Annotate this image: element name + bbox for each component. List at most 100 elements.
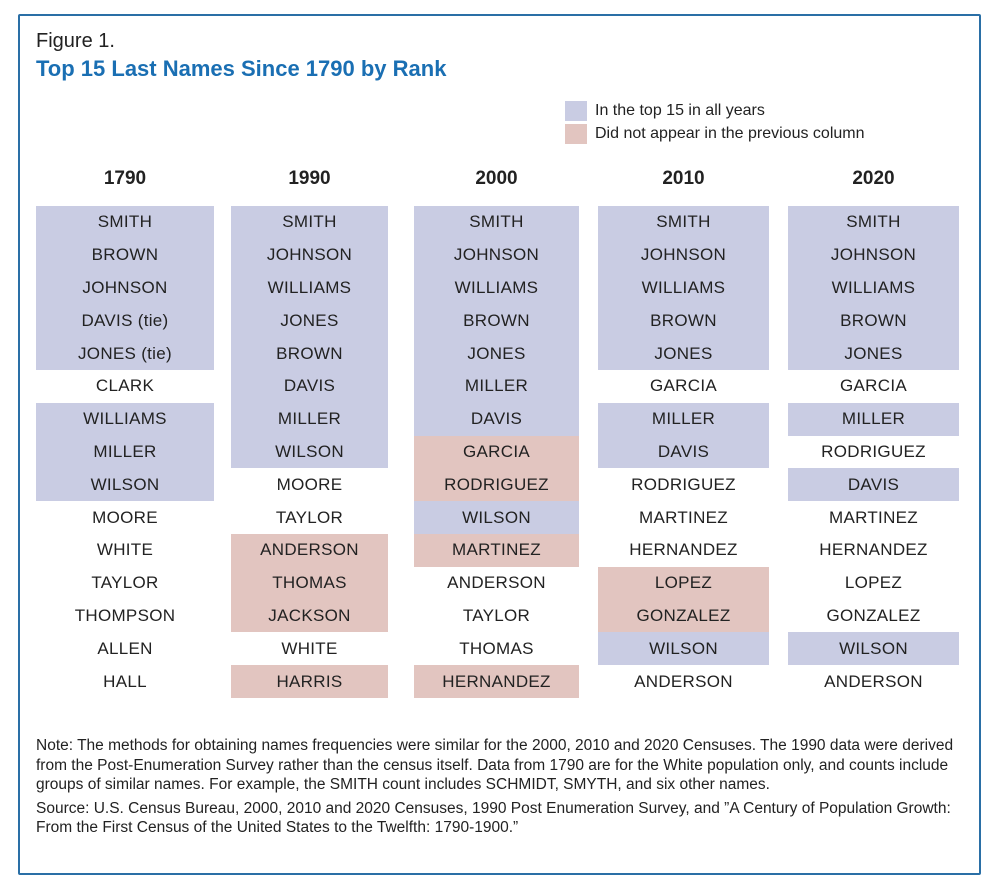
column-header-2000: 2000: [475, 168, 518, 189]
column-header-2010: 2010: [662, 168, 705, 189]
highlight-block-new-entry: [414, 435, 579, 502]
name-cell: GONZALEZ: [826, 605, 921, 625]
figure-title: Top 15 Last Names Since 1790 by Rank: [36, 56, 447, 81]
name-cell: JONES: [280, 310, 339, 330]
name-cell: ANDERSON: [447, 573, 546, 593]
highlight-block-new-entry: [598, 566, 769, 633]
name-cell: JOHNSON: [266, 245, 353, 265]
name-cell: BROWN: [463, 310, 530, 330]
highlight-block-all-years: [36, 402, 214, 502]
name-cell: WILLIAMS: [831, 277, 916, 297]
source-text: Source: U.S. Census Bureau, 2000, 2010 a…: [36, 799, 951, 837]
name-cell: TAYLOR: [462, 605, 531, 625]
name-cell: GARCIA: [840, 376, 907, 396]
name-cell: DAVIS: [470, 409, 523, 429]
name-cell: JONES: [654, 343, 713, 363]
highlight-block-all-years: [414, 206, 579, 436]
name-cell: LOPEZ: [844, 573, 903, 593]
name-cell: HARRIS: [276, 671, 343, 691]
name-cell: BROWN: [91, 245, 159, 265]
name-cell: ANDERSON: [260, 540, 359, 560]
year-column-1990: 1990 SMITH JOHNSON WILLIAMS JONES BROWN DAVIS M…: [231, 168, 388, 698]
name-cell: RODRIGUEZ: [821, 441, 926, 461]
name-cell: WHITE: [96, 540, 154, 560]
name-cell: MARTINEZ: [829, 507, 918, 527]
highlight-block-new-entry: [231, 534, 388, 633]
name-cell: WILSON: [90, 474, 160, 494]
name-cell: GONZALEZ: [636, 605, 731, 625]
name-cell: GARCIA: [463, 441, 530, 461]
column-header-1790: 1790: [103, 168, 147, 189]
name-cell: SMITH: [282, 212, 337, 232]
name-cell: TAYLOR: [275, 507, 344, 527]
name-cell: WILLIAMS: [83, 409, 167, 429]
legend: In the top 15 in all years Did not appea…: [565, 100, 865, 146]
name-cell: WILSON: [649, 638, 718, 658]
highlight-block-all-years: [788, 402, 959, 436]
figure-label: Figure 1.: [36, 30, 115, 52]
name-cell: MILLER: [93, 441, 157, 461]
highlight-block-new-entry: [231, 665, 388, 698]
highlight-block-all-years: [788, 206, 959, 370]
name-cell: SMITH: [469, 212, 524, 232]
name-cell: LOPEZ: [654, 573, 713, 593]
name-cell: MOORE: [276, 474, 343, 494]
name-cell: MARTINEZ: [639, 507, 728, 527]
name-cell: SMITH: [97, 212, 153, 232]
legend-label-new-entry: Did not appear in the previous column: [595, 125, 865, 142]
name-cell: WHITE: [281, 638, 338, 658]
name-cell: MILLER: [277, 409, 342, 429]
legend-item-new-entry: Did not appear in the previous column: [565, 123, 865, 145]
name-cell: JACKSON: [268, 605, 351, 625]
column-header-1990: 1990: [288, 168, 331, 189]
name-cell: SMITH: [846, 212, 901, 232]
name-cell: DAVIS: [283, 376, 336, 396]
highlight-block-all-years: [231, 206, 388, 469]
name-cell: WILSON: [839, 638, 908, 658]
name-cell: DAVIS: [847, 474, 900, 494]
year-column-2020: 2020 SMITH JOHNSON WILLIAMS BROWN JONES GARCIA…: [788, 168, 959, 698]
name-cell: WILLIAMS: [454, 277, 539, 297]
name-cell: JOHNSON: [640, 245, 727, 265]
name-cell: MOORE: [92, 507, 158, 527]
name-cell: ALLEN: [97, 638, 153, 658]
notes-section: Note: The methods for obtaining names fr…: [36, 736, 956, 842]
legend-label-all-years: In the top 15 in all years: [595, 102, 765, 119]
name-cell: JONES: [467, 343, 526, 363]
name-cell: WILLIAMS: [267, 277, 352, 297]
name-cell: SMITH: [656, 212, 711, 232]
name-cell: MILLER: [651, 409, 716, 429]
name-cell: ANDERSON: [634, 671, 733, 691]
highlight-block-all-years: [788, 468, 959, 502]
name-cell: HERNANDEZ: [819, 540, 928, 560]
name-cell: DAVIS: [657, 441, 710, 461]
highlight-block-all-years: [788, 632, 959, 666]
highlight-block-all-years: [598, 632, 769, 666]
year-column-2000: 2000 SMITH JOHNSON WILLIAMS BROWN JONES MILLER…: [414, 168, 579, 698]
name-cell: JONES (tie): [78, 343, 172, 363]
name-cell: GARCIA: [650, 376, 717, 396]
highlight-block-all-years: [36, 206, 214, 370]
name-cell: THOMAS: [272, 573, 347, 593]
name-cell: HERNANDEZ: [442, 671, 551, 691]
year-column-2010: 2010 SMITH JOHNSON WILLIAMS BROWN JONES GARCIA…: [598, 168, 769, 698]
name-cell: MARTINEZ: [452, 540, 541, 560]
name-cell: WILSON: [275, 441, 344, 461]
highlight-block-new-entry: [414, 534, 579, 567]
highlight-block-new-entry: [414, 665, 579, 698]
name-cell: JOHNSON: [453, 245, 540, 265]
name-cell: DAVIS (tie): [81, 310, 169, 330]
column-header-2020: 2020: [852, 168, 895, 189]
figure-frame: [18, 14, 981, 875]
name-cell: JOHNSON: [830, 245, 917, 265]
highlight-block-all-years: [414, 501, 579, 534]
name-cell: BROWN: [840, 310, 907, 330]
name-cell: TAYLOR: [91, 573, 159, 593]
name-cell: RODRIGUEZ: [444, 474, 549, 494]
name-cell: JOHNSON: [82, 277, 168, 297]
name-cell: MILLER: [464, 376, 529, 396]
name-cell: HALL: [103, 671, 147, 691]
name-cell: RODRIGUEZ: [631, 474, 736, 494]
highlight-block-all-years: [598, 206, 769, 370]
name-cell: BROWN: [276, 343, 343, 363]
